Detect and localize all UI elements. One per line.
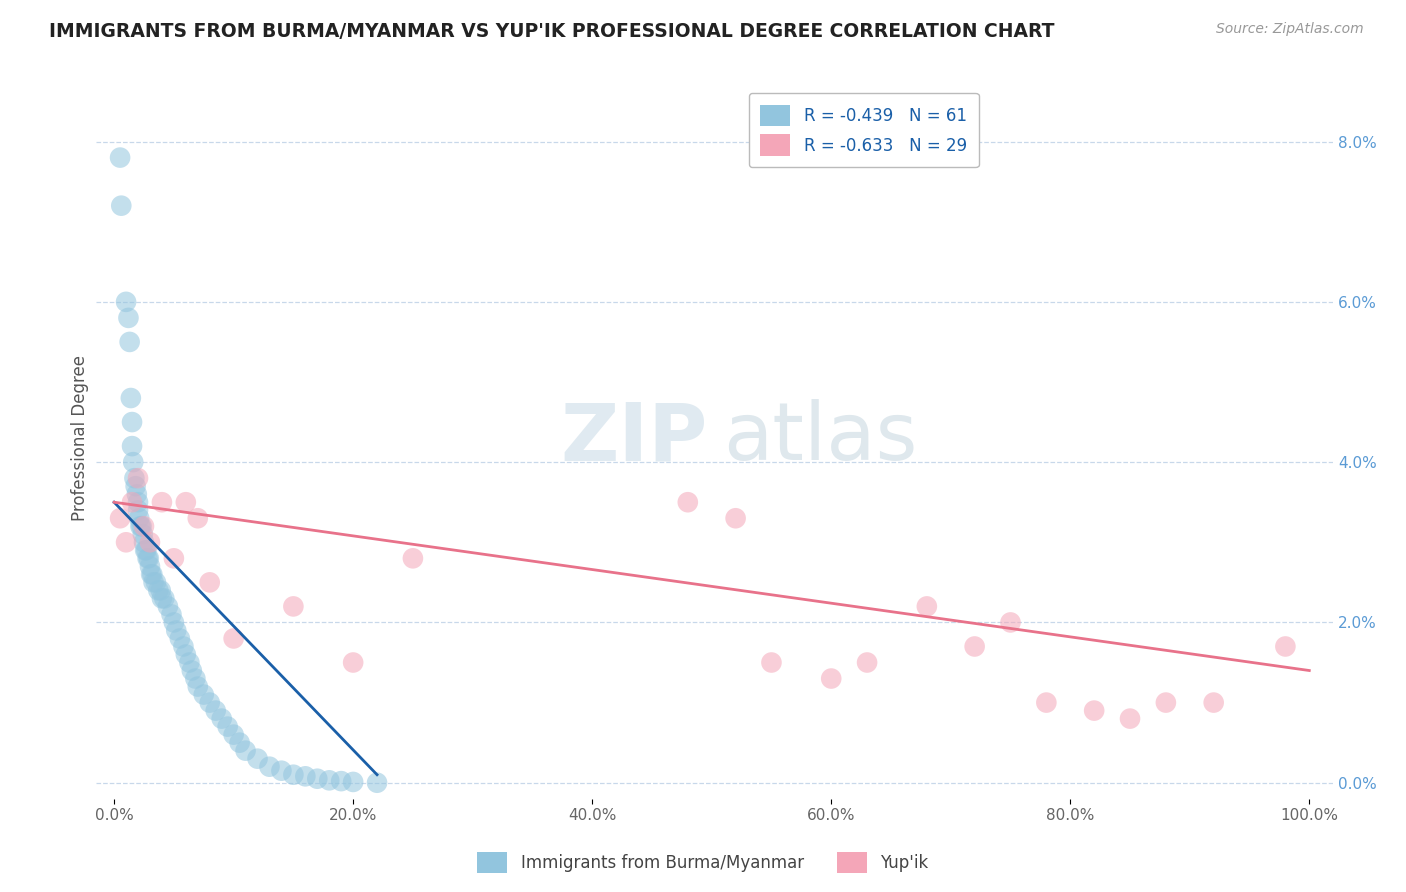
Point <box>179 656 201 670</box>
Point <box>1083 704 1105 718</box>
Point <box>124 479 146 493</box>
Text: Source: ZipAtlas.com: Source: ZipAtlas.com <box>1216 22 1364 37</box>
Point <box>1274 640 1296 654</box>
Point <box>131 519 153 533</box>
Point <box>128 511 150 525</box>
Point <box>330 774 353 789</box>
Point <box>139 559 162 574</box>
Point <box>165 624 187 638</box>
Point <box>138 551 160 566</box>
Point <box>856 656 879 670</box>
Point <box>318 773 340 788</box>
Point <box>127 495 149 509</box>
Point <box>136 551 159 566</box>
Point <box>820 672 842 686</box>
Point <box>342 775 364 789</box>
Point <box>222 728 245 742</box>
Point <box>117 310 139 325</box>
Point <box>132 535 155 549</box>
Point <box>259 760 281 774</box>
Point <box>148 583 170 598</box>
Point <box>211 712 233 726</box>
Point <box>132 527 155 541</box>
Legend: R = -0.439   N = 61, R = -0.633   N = 29: R = -0.439 N = 61, R = -0.633 N = 29 <box>749 93 979 168</box>
Point <box>110 199 132 213</box>
Point <box>172 640 194 654</box>
Point <box>150 495 173 509</box>
Point <box>141 567 163 582</box>
Point <box>125 487 148 501</box>
Point <box>676 495 699 509</box>
Point <box>169 632 191 646</box>
Point <box>121 415 143 429</box>
Point <box>122 455 145 469</box>
Point <box>108 151 131 165</box>
Point <box>108 511 131 525</box>
Point <box>160 607 183 622</box>
Point <box>402 551 425 566</box>
Point <box>1119 712 1142 726</box>
Point <box>270 764 292 778</box>
Point <box>121 439 143 453</box>
Point <box>115 535 138 549</box>
Point <box>307 772 329 786</box>
Point <box>283 599 305 614</box>
Point <box>366 775 388 789</box>
Point <box>222 632 245 646</box>
Legend: Immigrants from Burma/Myanmar, Yup'ik: Immigrants from Burma/Myanmar, Yup'ik <box>471 846 935 880</box>
Text: atlas: atlas <box>723 399 917 477</box>
Point <box>153 591 176 606</box>
Point <box>198 696 221 710</box>
Point <box>163 615 186 630</box>
Point <box>127 471 149 485</box>
Point <box>174 648 197 662</box>
Point <box>150 591 173 606</box>
Point <box>342 656 364 670</box>
Point <box>142 575 165 590</box>
Point <box>132 519 155 533</box>
Point <box>761 656 783 670</box>
Point <box>115 294 138 309</box>
Point <box>915 599 938 614</box>
Point <box>156 599 179 614</box>
Point <box>1154 696 1177 710</box>
Point <box>127 503 149 517</box>
Text: IMMIGRANTS FROM BURMA/MYANMAR VS YUP'IK PROFESSIONAL DEGREE CORRELATION CHART: IMMIGRANTS FROM BURMA/MYANMAR VS YUP'IK … <box>49 22 1054 41</box>
Point <box>246 752 269 766</box>
Point <box>963 640 986 654</box>
Point <box>217 720 239 734</box>
Point <box>134 543 156 558</box>
Point <box>118 334 141 349</box>
Point <box>149 583 172 598</box>
Point <box>1000 615 1022 630</box>
Point <box>1202 696 1225 710</box>
Point <box>141 567 163 582</box>
Point <box>174 495 197 509</box>
Point <box>129 519 152 533</box>
Point <box>724 511 747 525</box>
Point <box>124 471 146 485</box>
Point <box>135 543 157 558</box>
Point <box>180 664 202 678</box>
Point <box>198 575 221 590</box>
Point <box>184 672 207 686</box>
Point <box>193 688 215 702</box>
Point <box>145 575 167 590</box>
Point <box>120 391 142 405</box>
Text: ZIP: ZIP <box>561 399 707 477</box>
Point <box>163 551 186 566</box>
Point <box>235 744 257 758</box>
Point <box>294 769 316 783</box>
Point <box>121 495 143 509</box>
Point <box>187 511 209 525</box>
Y-axis label: Professional Degree: Professional Degree <box>72 355 89 521</box>
Point <box>204 704 226 718</box>
Point <box>187 680 209 694</box>
Point <box>1035 696 1057 710</box>
Point <box>283 768 305 782</box>
Point <box>228 736 250 750</box>
Point <box>139 535 162 549</box>
